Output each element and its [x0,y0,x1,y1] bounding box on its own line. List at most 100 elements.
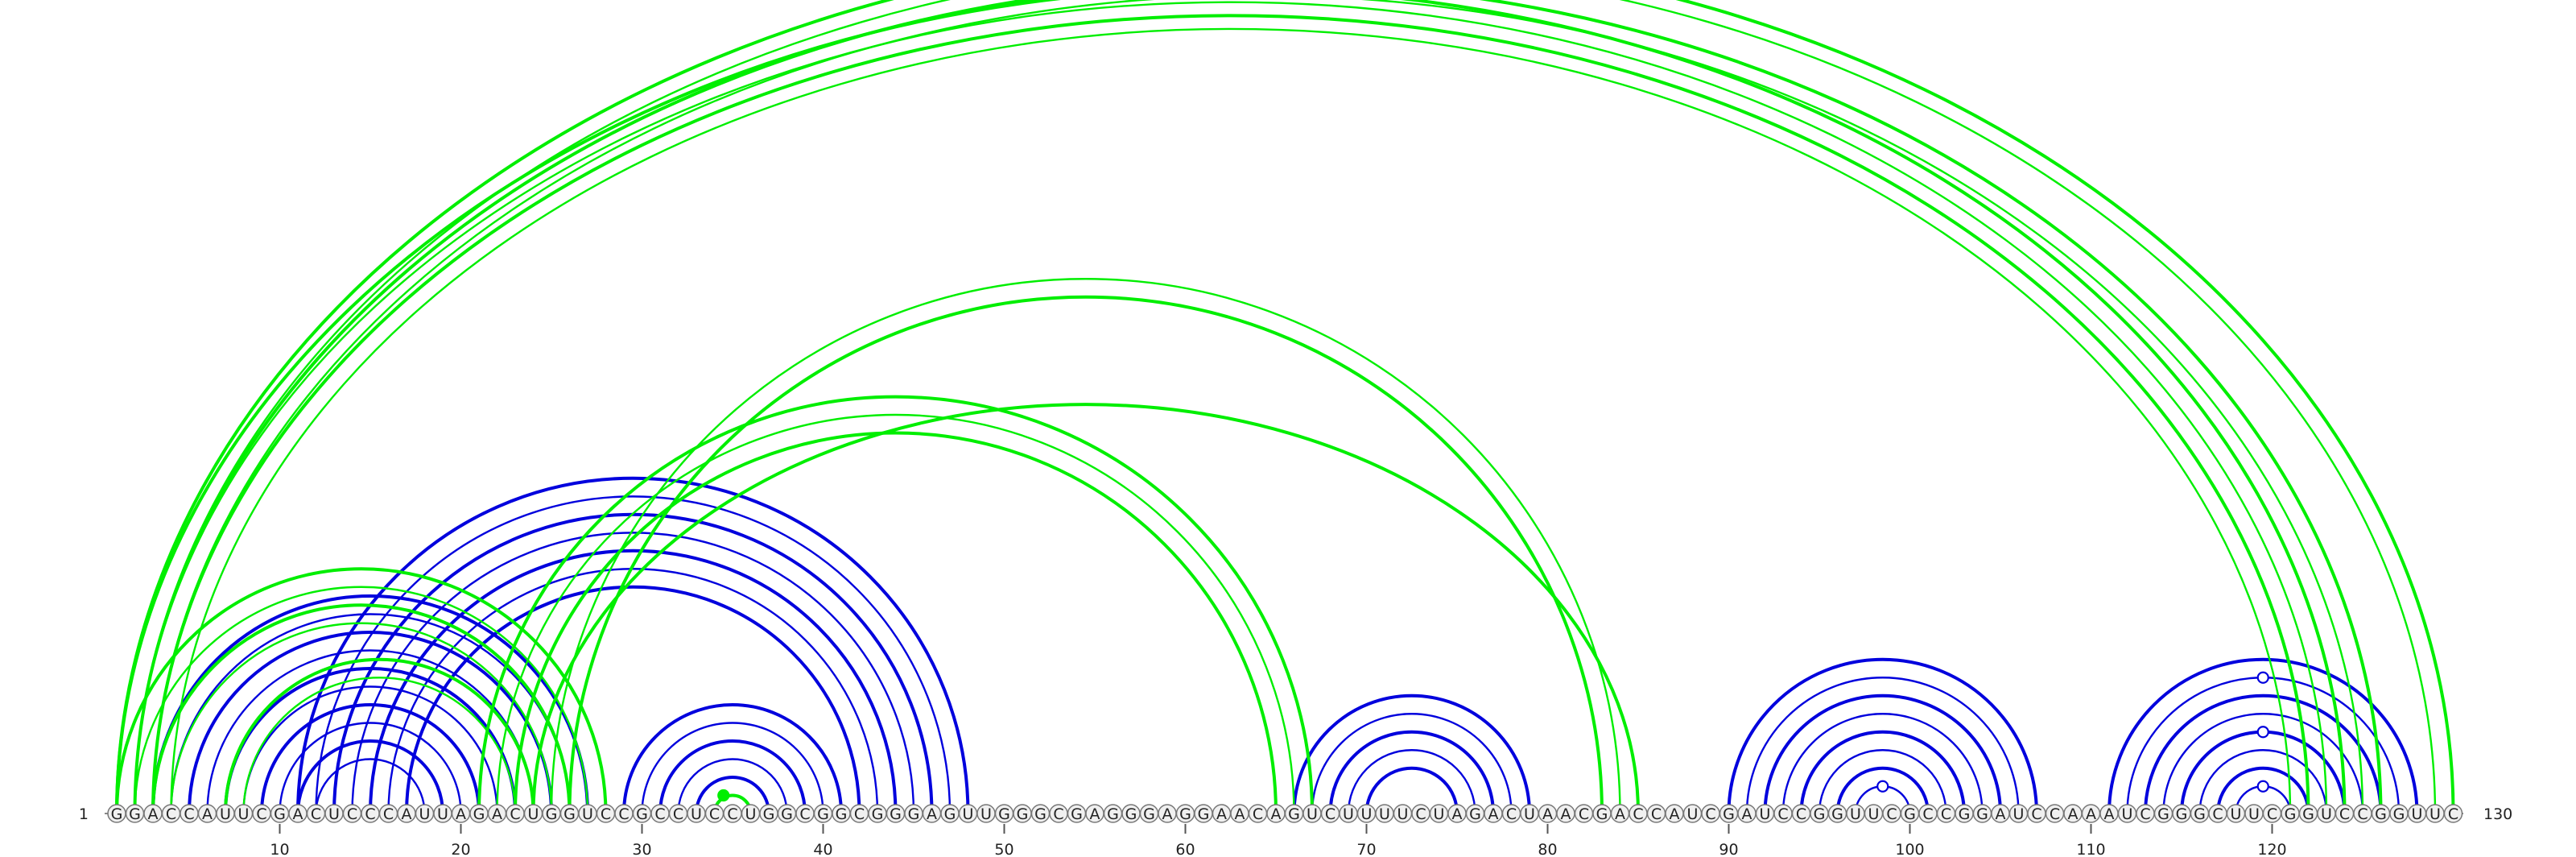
nucleotide-58: G [1139,804,1159,823]
nucleotide-70: U [1356,804,1377,823]
nucleotide-11: A [288,804,308,823]
nucleotide-letter: C [1325,805,1335,823]
nucleotide-8: U [233,804,254,823]
tick-label-100: 100 [1895,841,1924,857]
green-arc-2-129 [134,0,2437,814]
nucleotide-letter: A [293,805,303,823]
nucleotide-letter: C [1796,805,1806,823]
nucleotide-letter: C [654,805,665,823]
nucleotide-86: C [1646,804,1666,823]
nucleotide-letter: U [1524,805,1535,823]
nucleotide-128: U [2407,804,2427,823]
nucleotide-62: A [1212,804,1232,823]
nucleotide-31: C [650,804,670,823]
blue-arc-113-126 [2144,693,2383,814]
nucleotide-125: C [2353,804,2372,823]
nucleotide-73: C [1411,804,1430,823]
nucleotide-66: G [1284,804,1304,823]
nucleotide-letter: U [1379,805,1390,823]
blue-arc-31-39 [658,739,807,814]
tick-label-50: 50 [994,841,1013,857]
tick-label-120: 120 [2257,841,2286,857]
nucleotide-87: A [1665,804,1684,823]
nucleotide-102: C [1936,804,1956,823]
nucleotide-68: C [1320,804,1340,823]
nucleotide-25: G [542,804,561,823]
nucleotide-1: G [107,804,126,823]
nucleotide-letter: G [1143,805,1155,823]
nucleotide-letter: C [673,805,683,823]
arc-marker-118-121 [2256,780,2269,793]
nucleotide-5: C [180,804,199,823]
nucleotide-letter: C [2212,805,2223,823]
nucleotide-letter: C [2339,805,2350,823]
nucleotide-108: C [2045,804,2065,823]
nucleotide-letter: G [1017,805,1029,823]
blue-arc-91-106 [1745,677,2020,814]
nucleotide-52: G [1030,804,1051,823]
green-arc-21-67 [477,395,1314,814]
blue-arc-69-76 [1347,749,1476,814]
nucleotide-89: C [1701,804,1720,823]
nucleotide-letter: G [1071,805,1083,823]
nucleotide-letter: A [927,805,937,823]
nucleotide-113: C [2136,804,2155,823]
nucleotide-129: U [2425,804,2445,823]
nucleotide-4: C [161,804,181,823]
nucleotide-17: A [397,804,416,823]
nucleotide-letter: U [2412,805,2423,823]
nucleotide-80: A [1538,804,1558,823]
nucleotide-79: U [1520,804,1539,823]
nucleotide-63: A [1230,804,1249,823]
nucleotide-letter: U [1361,805,1373,823]
nucleotide-letter: C [256,805,266,823]
nucleotide-letter: C [1633,805,1643,823]
nucleotide-76: G [1465,804,1485,823]
nucleotide-39: C [795,804,815,823]
nucleotide-42: C [849,804,869,823]
nucleotide-27: U [578,804,597,823]
nucleotide-letter: G [1904,805,1916,823]
nucleotide-letter: C [2140,805,2150,823]
nucleotide-letter: A [402,805,412,823]
nucleotide-24: U [523,804,543,823]
nucleotide-50: G [994,804,1014,823]
nucleotide-letter: G [546,805,558,823]
nucleotide-letter: G [908,805,920,823]
nucleotide-122: G [2298,804,2318,823]
nucleotide-14: C [342,804,362,823]
blue-arc-116-123 [2198,749,2328,814]
arc-marker-112-127 [2256,671,2269,684]
nucleotide-118: U [2226,804,2246,823]
markers-layer [717,671,2269,802]
nucleotide-letter: A [1090,805,1100,823]
nucleotide-98: U [1864,804,1884,823]
nucleotide-letter: A [1561,805,1571,823]
nucleotide-letter: G [1469,805,1481,823]
nucleotide-letter: U [1343,805,1354,823]
nucleotide-117: C [2208,804,2227,823]
nucleotide-51: G [1013,804,1032,823]
nucleotide-letter: A [2068,805,2079,823]
nucleotide-10: G [270,804,290,823]
nucleotide-60: G [1175,804,1195,823]
blue-arc-11-48 [296,476,970,814]
nucleotide-letter: G [817,805,829,823]
nucleotide-letter: U [963,805,974,823]
nucleotide-letter: U [980,805,992,823]
blue-arc-30-40 [641,722,824,814]
sequence-start-label: 1 [79,805,89,823]
nucleotide-78: C [1501,804,1521,823]
nucleotide-letter: G [2302,805,2314,823]
nucleotide-letter: G [2393,805,2405,823]
nucleotide-letter: C [166,805,176,823]
blue-arc-14-45 [351,532,915,814]
nucleotide-letter: A [2086,805,2096,823]
green-arc-3-125 [151,0,2364,814]
nucleotide-letter: C [1886,805,1897,823]
nucleotide-letter: U [2122,805,2133,823]
nucleotide-104: G [1972,804,1992,823]
nucleotide-letter: A [202,805,213,823]
nucleotide-letter: A [1996,805,2006,823]
nucleotide-letter: U [2248,805,2260,823]
